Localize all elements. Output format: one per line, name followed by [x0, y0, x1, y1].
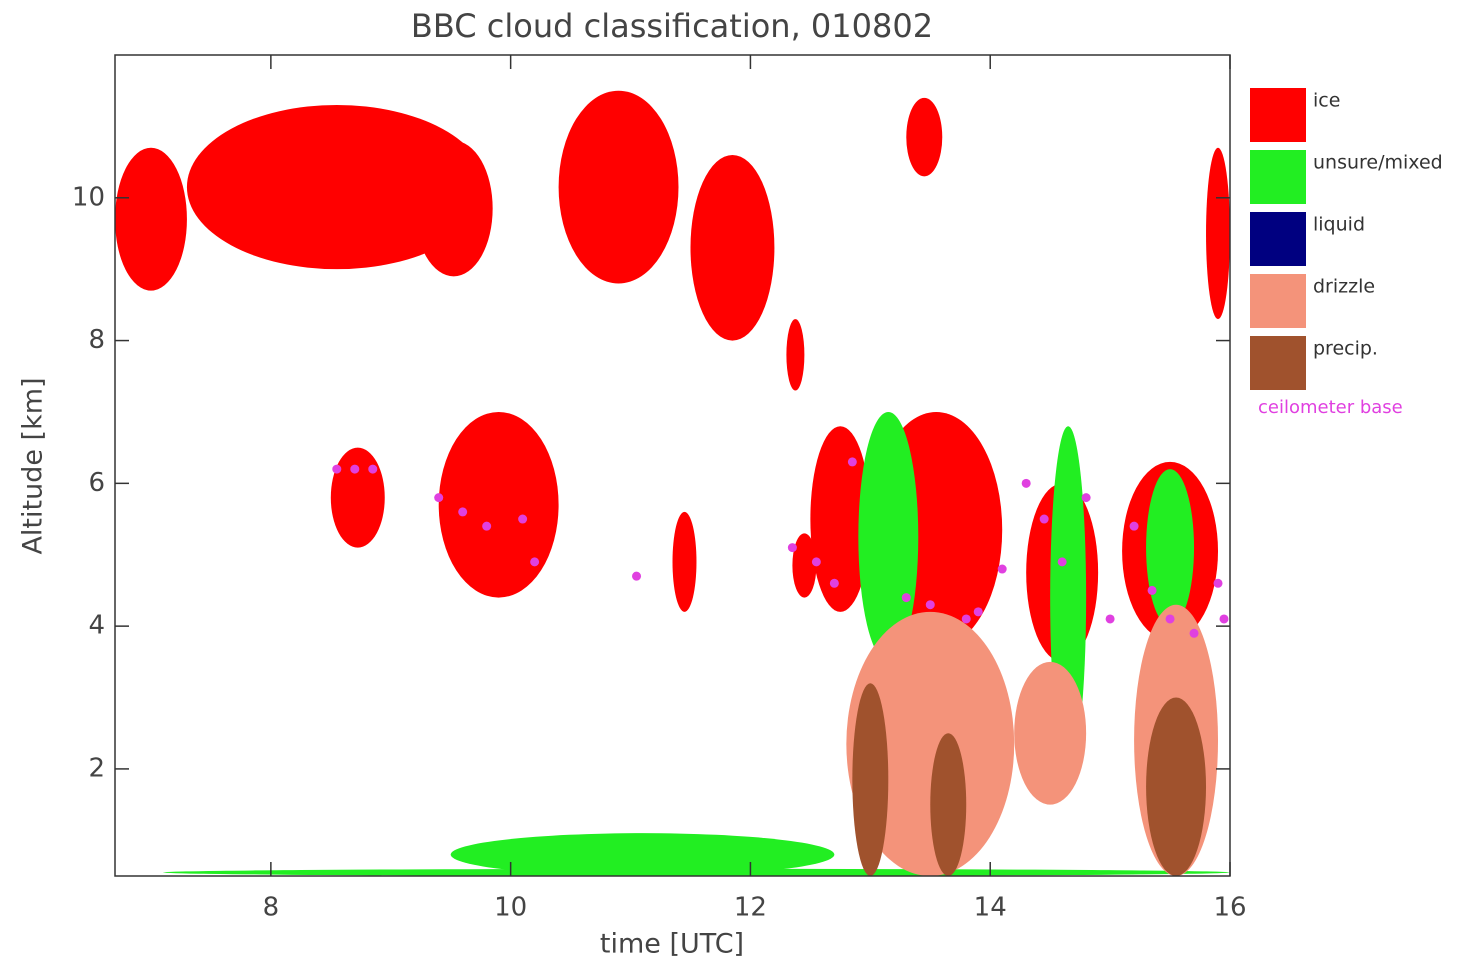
ceilometer-point — [961, 614, 971, 624]
y-tick-label: 2 — [88, 753, 105, 783]
ceilometer-point — [997, 564, 1007, 574]
x-tick-label: 12 — [734, 893, 767, 923]
class-region — [558, 90, 679, 284]
legend-swatch — [1250, 336, 1306, 390]
ceilometer-point — [1165, 614, 1175, 624]
class-region — [846, 611, 1015, 876]
legend-label: liquid — [1313, 214, 1365, 236]
legend-label: ice — [1313, 90, 1340, 112]
y-tick-label: 8 — [88, 325, 105, 355]
class-region — [1014, 661, 1087, 805]
ceilometer-point — [1219, 614, 1229, 624]
ceilometer-point — [811, 557, 821, 567]
ceilometer-point — [518, 514, 528, 524]
y-tick-label: 10 — [72, 182, 105, 212]
x-tick-label: 16 — [1213, 893, 1246, 923]
chart-title: BBC cloud classification, 010802 — [411, 7, 933, 45]
class-region — [414, 140, 493, 277]
ceilometer-point — [925, 600, 935, 610]
class-region — [186, 104, 487, 270]
x-tick-label: 14 — [974, 893, 1007, 923]
class-region — [1146, 697, 1207, 876]
y-axis-label: Altitude [km] — [18, 377, 49, 554]
ceilometer-point — [1129, 521, 1139, 531]
ceilometer-point — [1081, 493, 1091, 503]
ceilometer-point — [1039, 514, 1049, 524]
class-region — [792, 533, 817, 598]
ceilometer-point — [1147, 585, 1157, 595]
ceilometer-point — [1189, 628, 1199, 638]
legend-swatch — [1250, 274, 1306, 328]
ceilometer-point — [458, 507, 468, 517]
plot-area — [115, 90, 1230, 876]
x-axis-label: time [UTC] — [600, 929, 744, 960]
class-region — [450, 833, 835, 876]
legend-swatch — [1250, 88, 1306, 142]
y-tick-label: 6 — [88, 468, 105, 498]
plot-frame — [114, 54, 1231, 877]
class-region — [1206, 147, 1230, 320]
ceilometer-point — [829, 578, 839, 588]
class-region — [786, 319, 805, 391]
ceilometer-point — [847, 457, 857, 467]
legend-label: ceilometer base — [1258, 397, 1403, 418]
legend-swatch — [1250, 212, 1306, 266]
ceilometer-point — [1057, 557, 1067, 567]
class-region — [906, 97, 943, 177]
ceilometer-point — [1021, 478, 1031, 488]
ceilometer-point — [332, 464, 342, 474]
ceilometer-point — [350, 464, 360, 474]
class-region — [852, 683, 889, 876]
ceilometer-point — [901, 593, 911, 603]
class-region — [115, 147, 187, 291]
ceilometer-point — [1105, 614, 1115, 624]
ceilometer-point — [787, 543, 797, 553]
class-region — [930, 733, 967, 876]
ceilometer-point — [368, 464, 378, 474]
x-tick-label: 8 — [263, 893, 280, 923]
legend-swatch — [1250, 150, 1306, 204]
y-tick-label: 4 — [88, 611, 105, 641]
class-region — [330, 447, 385, 548]
ceilometer-point — [973, 607, 983, 617]
class-region — [672, 511, 697, 612]
legend-label: drizzle — [1313, 276, 1375, 298]
class-region — [810, 426, 871, 612]
legend-label: unsure/mixed — [1313, 152, 1443, 174]
class-region — [438, 411, 559, 598]
legend-label: precip. — [1313, 338, 1378, 360]
ceilometer-point — [434, 493, 444, 503]
class-region — [690, 154, 775, 341]
ceilometer-point — [482, 521, 492, 531]
class-region — [1146, 469, 1195, 627]
ceilometer-point — [1213, 578, 1223, 588]
x-tick-label: 10 — [494, 893, 527, 923]
ceilometer-point — [530, 557, 540, 567]
ceilometer-point — [632, 571, 642, 581]
